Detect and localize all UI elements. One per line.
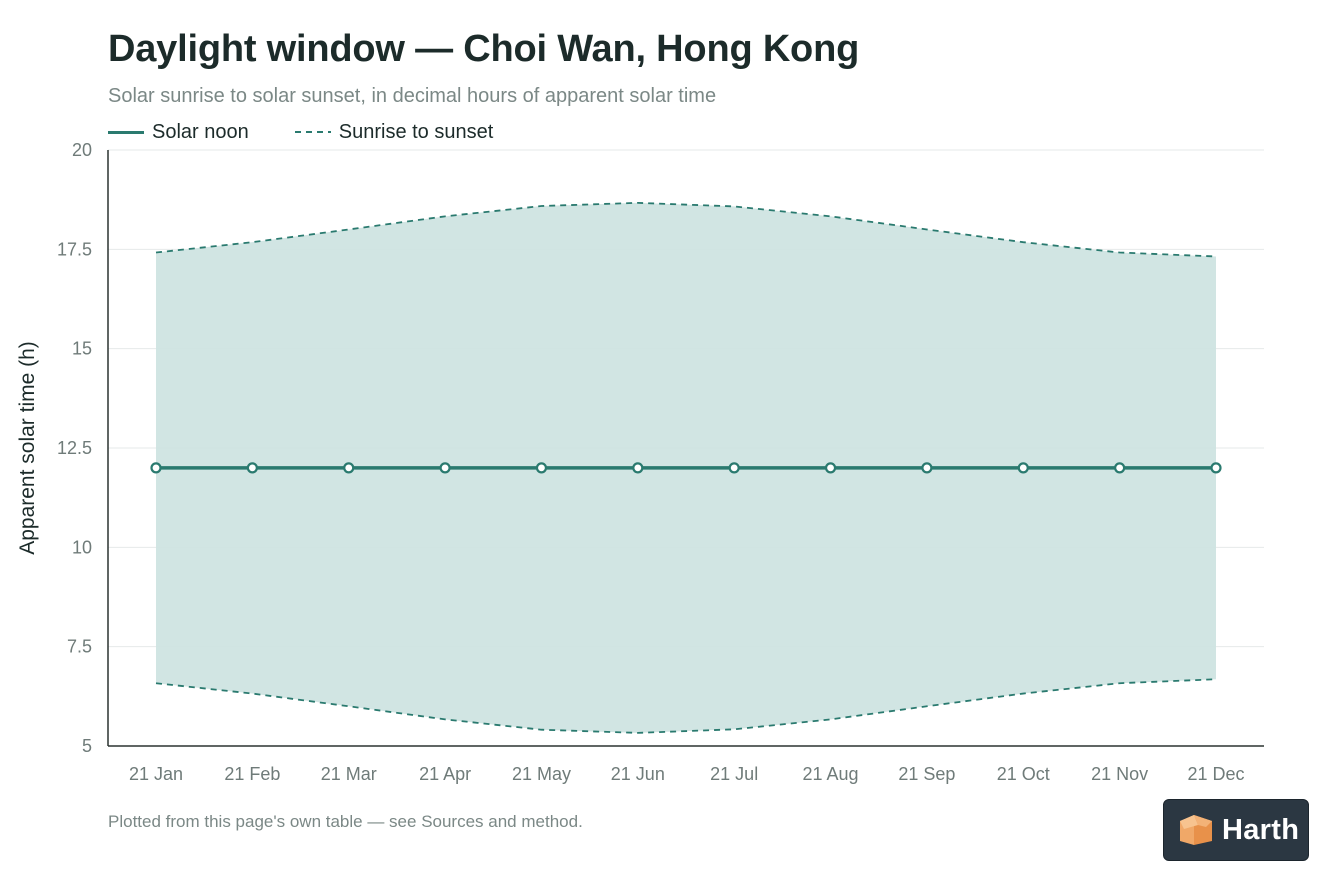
y-tick-label: 20	[72, 140, 92, 160]
x-tick-label: 21 Dec	[1187, 764, 1244, 784]
x-tick-label: 21 Sep	[898, 764, 955, 784]
tick-labels: 5 7.5 10 12.5 15 17.5 20 21 Jan 21 Feb 21 Mar 21 A…	[16, 140, 1245, 784]
y-axis-title: Apparent solar time (h)	[16, 341, 39, 555]
x-tick-label: 21 Aug	[803, 764, 859, 784]
series-layer	[150, 201, 1222, 734]
y-tick-label: 10	[72, 537, 92, 557]
sunset-line	[155, 201, 1217, 258]
legend-label-solar-noon: Solar noon	[152, 120, 249, 143]
solar-noon-marker	[1114, 462, 1126, 474]
y-tick-label: 17.5	[57, 239, 92, 259]
x-tick-label: 21 May	[512, 764, 571, 784]
x-tick-label: 21 Nov	[1091, 764, 1148, 784]
footnote: Plotted from this page's own table — see…	[108, 812, 583, 831]
y-tick-label: 15	[72, 339, 92, 359]
legend-swatch-solid	[108, 130, 144, 134]
legend-label-sunrise-sunset: Sunrise to sunset	[338, 120, 494, 143]
x-tick-label: 21 Jan	[129, 764, 183, 784]
legend-item-sunrise-sunset: Sunrise to sunset	[294, 120, 494, 144]
solar-noon-marker	[1210, 462, 1222, 474]
axes	[107, 150, 1264, 747]
chart-title: Daylight window — Choi Wan, Hong Kong	[108, 28, 860, 70]
solar-noon-marker	[728, 462, 740, 474]
chart-subtitle: Solar sunrise to solar sunset, in decima…	[108, 85, 717, 107]
x-tick-label: 21 Jul	[710, 764, 758, 784]
solar-noon-marker	[246, 462, 258, 474]
chart-legend: Solar noon Sunrise to sunset	[108, 120, 539, 144]
x-tick-label: 21 Jun	[611, 764, 665, 784]
legend-item-solar-noon: Solar noon	[108, 121, 249, 144]
x-tick-label: 21 Mar	[321, 764, 377, 784]
legend-swatch-dashed	[294, 131, 331, 133]
solar-noon-marker	[439, 462, 451, 474]
solar-noon-marker	[1017, 462, 1029, 474]
x-tick-label: 21 Oct	[997, 764, 1050, 784]
solar-noon-marker	[150, 462, 162, 474]
y-tick-label: 5	[82, 736, 92, 756]
badge-label: Harth	[1222, 813, 1300, 846]
solar-noon-marker	[921, 462, 933, 474]
x-tick-label: 21 Apr	[419, 764, 471, 784]
solar-noon-marker	[343, 462, 355, 474]
sunrise-line	[155, 678, 1217, 734]
harth-badge[interactable]: Harth	[1163, 799, 1309, 861]
y-tick-label: 7.5	[67, 637, 92, 657]
y-tick-label: 12.5	[57, 438, 92, 458]
solar-noon-marker	[632, 462, 644, 474]
solar-noon-marker	[824, 462, 837, 474]
solar-noon-marker	[535, 462, 548, 474]
box-logo-icon	[1180, 815, 1212, 845]
x-tick-label: 21 Feb	[224, 764, 280, 784]
